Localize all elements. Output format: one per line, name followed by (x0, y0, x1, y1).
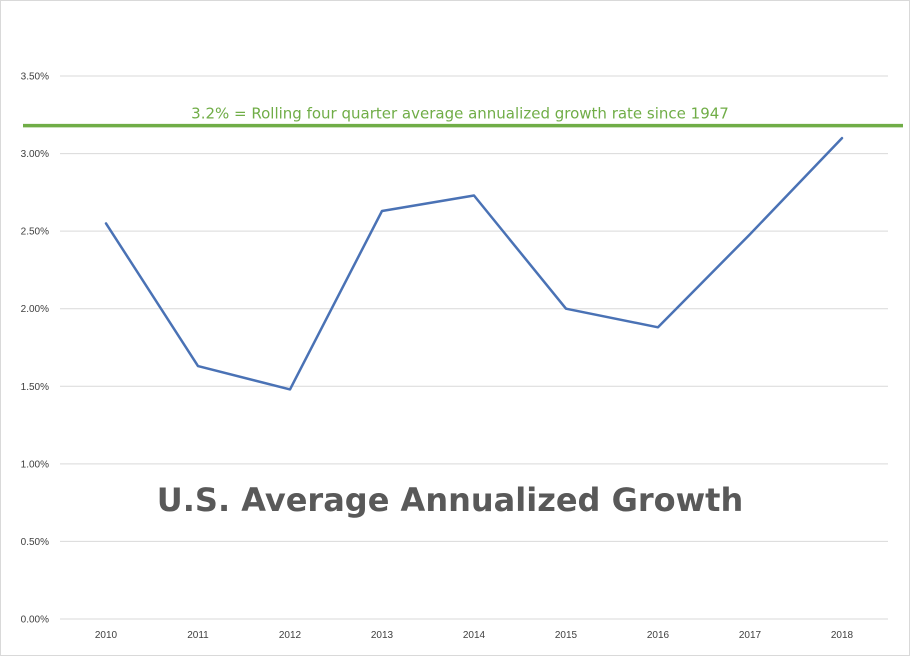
x-axis-ticks: 2010 2011 2012 2013 2014 2015 2016 2017 2018 (95, 630, 854, 641)
x-tick-label: 2014 (463, 630, 486, 641)
x-tick-label: 2018 (831, 630, 854, 641)
y-tick-label: 2.50% (21, 227, 49, 238)
x-tick-label: 2017 (739, 630, 762, 641)
y-tick-label: 1.50% (21, 382, 49, 393)
x-tick-label: 2012 (279, 630, 302, 641)
gridlines (60, 75, 888, 542)
x-tick-label: 2010 (95, 630, 118, 641)
series-layer (104, 136, 844, 391)
series-line (104, 136, 844, 391)
x-tick-label: 2016 (647, 630, 670, 641)
y-tick-label: 2.00% (21, 304, 49, 315)
y-tick-label: 1.00% (21, 459, 49, 470)
x-tick-label: 2013 (371, 630, 394, 641)
y-axis-ticks: 0.00% 0.50% 1.00% 1.50% 2.00% 2.50% 3.00% 3.50% (21, 72, 49, 626)
y-tick-label: 0.50% (21, 537, 49, 548)
chart-title: U.S. Average Annualized Growth (157, 481, 743, 519)
reference-line-label: 3.2% = Rolling four quarter average annu… (191, 105, 729, 123)
x-tick-label: 2011 (187, 630, 209, 641)
reference-layer: 3.2% = Rolling four quarter average annu… (23, 105, 903, 128)
y-tick-label: 3.50% (21, 72, 49, 83)
x-tick-label: 2015 (555, 630, 578, 641)
y-tick-label: 0.00% (21, 615, 49, 626)
y-tick-label: 3.00% (21, 149, 49, 160)
